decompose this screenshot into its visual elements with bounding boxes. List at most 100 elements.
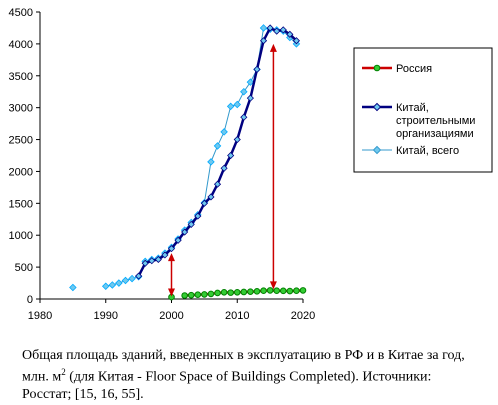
data-point-russia <box>187 291 195 299</box>
series-china-construction <box>135 24 300 280</box>
legend-swatch-russia-marker <box>373 64 381 72</box>
data-point-china-construction <box>213 180 222 188</box>
chart-series <box>69 24 307 301</box>
data-point-china-total <box>108 281 117 289</box>
data-point-china-total <box>128 274 136 283</box>
data-point-russia <box>201 291 208 298</box>
y-tick-label: 2000 <box>9 166 33 178</box>
legend-label-china-construction-2: строительными <box>396 115 475 127</box>
gap-arrow-head-top <box>168 253 175 262</box>
data-point-russia <box>266 287 274 294</box>
data-point-russia <box>286 287 294 295</box>
legend-swatch-china-construction-marker <box>372 102 382 112</box>
data-point-russia <box>227 289 234 296</box>
data-point-russia <box>207 290 215 298</box>
data-point-china-construction <box>167 245 176 253</box>
data-point-china-construction <box>286 30 294 38</box>
x-tick-label: 2010 <box>225 310 249 322</box>
data-point-china-construction <box>187 220 195 228</box>
data-point-china-total <box>220 128 228 136</box>
data-point-china-construction <box>135 272 143 280</box>
data-point-china-total <box>207 158 215 166</box>
data-point-china-construction <box>181 228 189 236</box>
data-point-russia <box>240 288 248 296</box>
legend-label-china-total: Китай, всего <box>396 145 459 157</box>
data-point-china-construction <box>227 151 235 160</box>
y-tick-label: 500 <box>15 262 33 274</box>
data-point-china-total <box>259 24 268 32</box>
y-tick-label: 1500 <box>9 198 33 210</box>
caption-line-3: Росстат; [15, 16, 55]. <box>22 386 144 402</box>
data-point-china-construction <box>141 259 149 267</box>
data-point-china-construction <box>259 37 268 45</box>
data-point-russia <box>299 287 307 294</box>
caption-line-2-pre: млн. м <box>22 369 62 385</box>
legend-label-china-construction-3: организациями <box>396 128 474 140</box>
gap-arrow-head-bottom <box>168 288 175 297</box>
series-china-total <box>69 24 301 292</box>
data-point-china-construction <box>240 113 248 121</box>
legend-swatch-china-total-marker <box>372 145 382 155</box>
figure-caption: Общая площадь зданий, введенных в эксплу… <box>22 347 492 403</box>
data-point-china-construction <box>148 257 156 265</box>
x-tick-label: 1990 <box>94 310 118 322</box>
data-point-china-construction <box>233 135 241 144</box>
data-point-china-total <box>226 102 235 111</box>
data-point-russia <box>279 287 287 295</box>
x-tick-label: 2000 <box>159 310 183 322</box>
data-point-china-construction <box>194 212 202 220</box>
caption-line-2: млн. м2 (для Китая - Floor Space of Buil… <box>22 364 492 386</box>
data-point-china-total <box>115 279 123 287</box>
data-point-china-total <box>101 282 110 291</box>
data-point-china-construction <box>154 255 162 264</box>
series-russia <box>168 287 307 301</box>
data-point-russia <box>181 292 188 299</box>
data-point-china-construction <box>200 199 208 207</box>
gap-arrow-head-bottom <box>269 281 277 290</box>
data-point-china-construction <box>246 94 254 102</box>
data-point-china-total <box>233 100 242 109</box>
y-tick-label: 1000 <box>9 230 33 242</box>
legend-item-china-total: Китай, всего <box>362 145 459 157</box>
data-point-china-construction <box>207 193 215 201</box>
data-point-russia <box>214 289 221 297</box>
data-point-russia <box>247 288 254 295</box>
caption-line-2-post: (для Китая - Floor Space of Buildings Co… <box>65 369 432 385</box>
legend-label-russia: Россия <box>396 63 432 75</box>
y-tick-label: 3500 <box>9 71 33 83</box>
legend-item-russia: Россия <box>362 63 432 75</box>
legend: Россия Китай, строительными организациям… <box>353 47 493 173</box>
data-point-china-total <box>69 283 77 292</box>
y-tick-label: 0 <box>27 294 33 306</box>
y-tick-label: 3000 <box>9 103 33 115</box>
x-tick-label: 1980 <box>28 310 52 322</box>
data-point-china-total <box>213 142 222 150</box>
data-point-china-construction <box>273 27 281 35</box>
gap-arrow <box>269 43 277 290</box>
x-tick-label: 2020 <box>291 310 315 322</box>
data-point-china-construction <box>292 37 300 45</box>
x-axis-ticks: 1980 1990 2000 2010 2020 <box>28 299 315 322</box>
data-point-china-total <box>246 78 255 86</box>
data-point-russia <box>260 287 267 295</box>
y-tick-label: 2500 <box>9 135 33 147</box>
data-point-russia <box>273 287 281 295</box>
data-point-china-total <box>121 276 130 285</box>
data-point-russia <box>233 289 241 296</box>
data-point-russia <box>253 288 261 295</box>
data-point-russia <box>220 289 228 296</box>
data-point-china-construction <box>161 251 169 259</box>
legend-label-china-construction-1: Китай, <box>396 102 429 114</box>
chart-annotations <box>168 43 277 297</box>
gap-arrow <box>168 253 175 297</box>
caption-line-2-sup: 2 <box>61 367 66 377</box>
data-point-china-construction <box>220 164 228 172</box>
caption-line-1: Общая площадь зданий, введенных в эксплу… <box>22 348 465 363</box>
data-point-china-construction <box>253 65 261 73</box>
y-tick-label: 4000 <box>9 39 33 51</box>
legend-item-china-construction: Китай, строительными организациями <box>362 102 475 140</box>
data-point-china-construction <box>279 26 287 34</box>
y-axis-ticks: 0 500 1000 1500 2000 2500 3000 3500 4000 4500 <box>9 7 40 306</box>
data-point-china-construction <box>266 24 274 32</box>
series-line-china-total <box>105 27 297 287</box>
